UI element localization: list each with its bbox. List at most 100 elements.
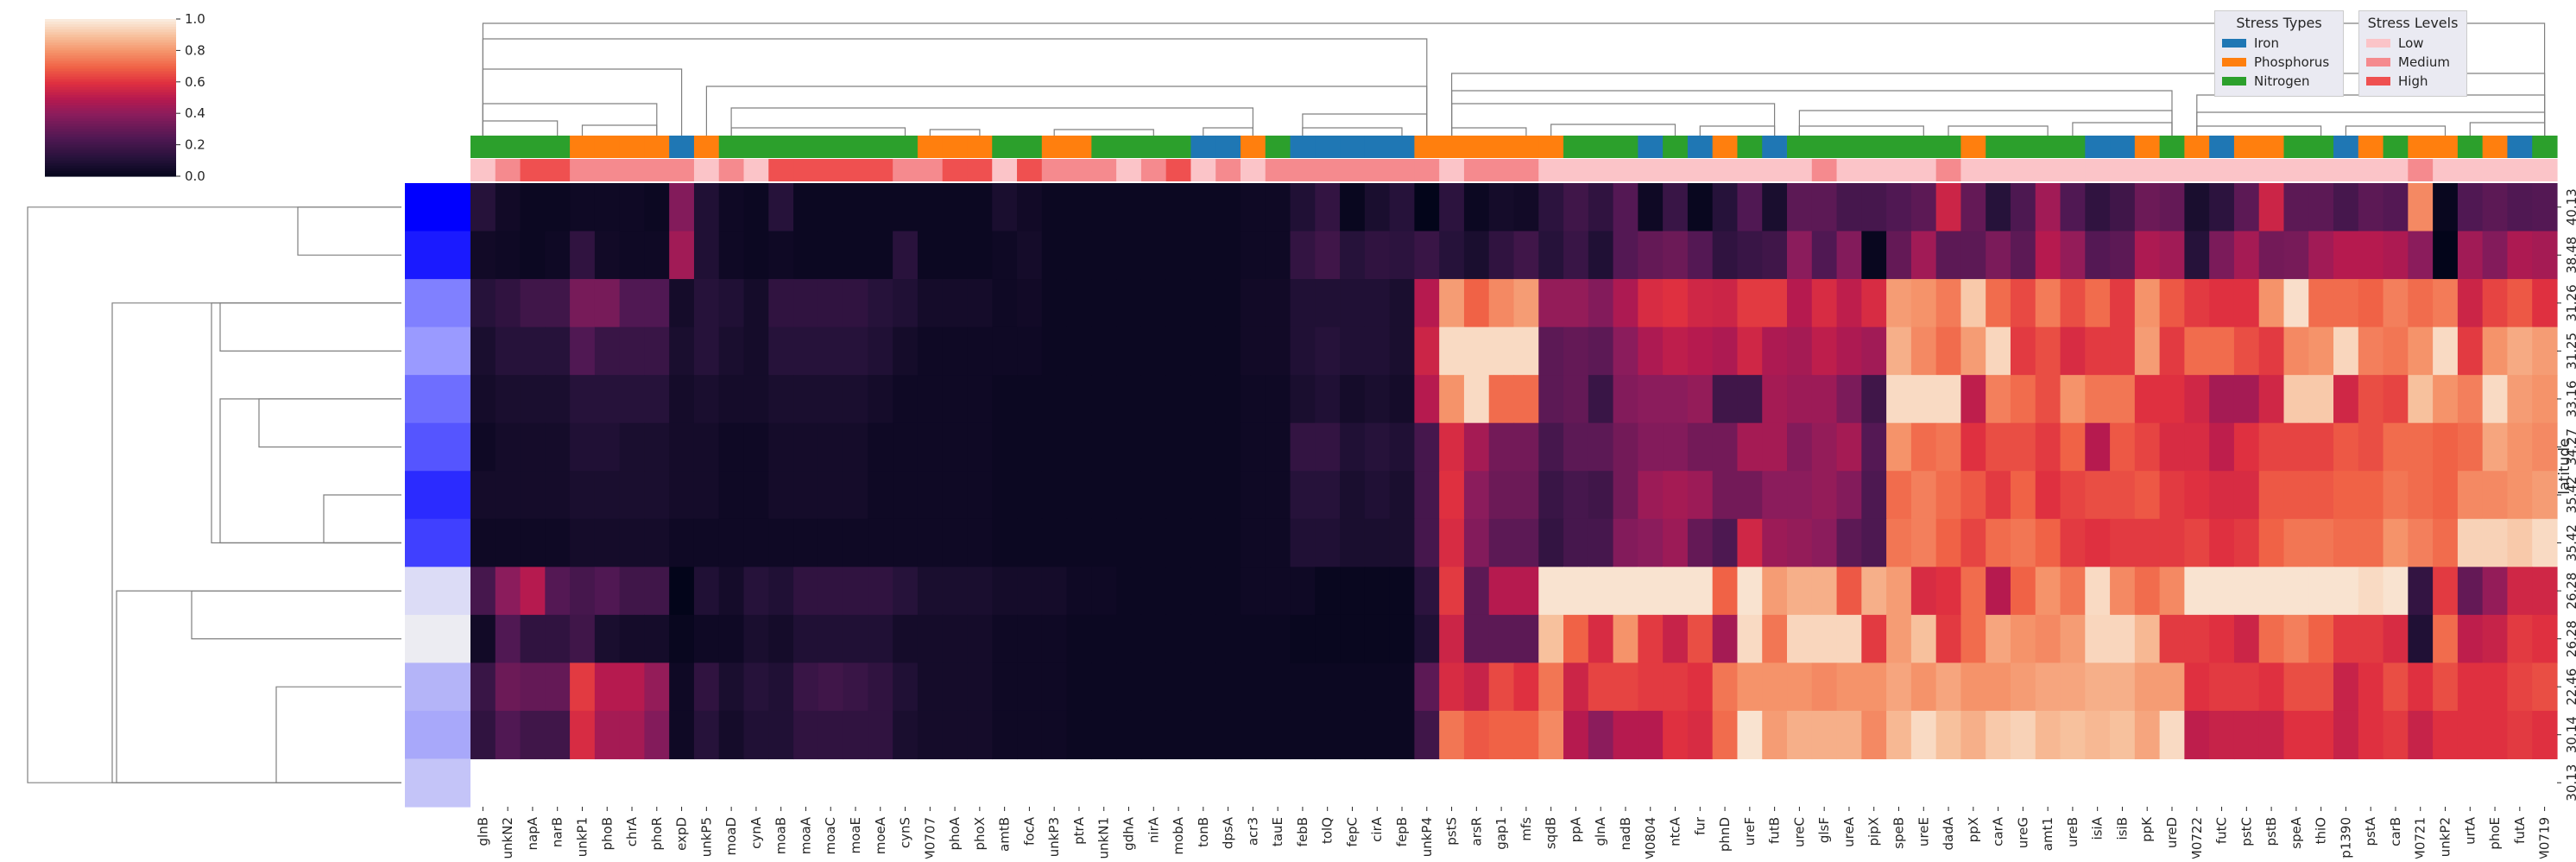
heatmap-cell <box>793 326 819 376</box>
colorbar-segment <box>45 68 176 73</box>
heatmap-cell <box>2358 183 2384 232</box>
heatmap-cell <box>1463 471 1490 520</box>
heatmap-cell <box>1140 183 1167 232</box>
heatmap-cell <box>1712 662 1739 712</box>
heatmap-cell <box>2085 326 2111 376</box>
heatmap-cell <box>619 567 646 616</box>
heatmap-cell <box>1091 518 1117 567</box>
heatmap-cell <box>967 614 993 663</box>
type-strip-cell <box>917 136 944 158</box>
colorbar-segment <box>45 79 176 83</box>
heatmap-cell <box>2408 183 2434 232</box>
heatmap-cell <box>1066 662 1092 712</box>
heatmap-cell <box>1935 375 1962 424</box>
heatmap-cell <box>2532 422 2558 472</box>
heatmap-cells <box>470 183 2558 760</box>
level-strip-cell <box>1588 159 1614 181</box>
heatmap-cell <box>619 375 646 424</box>
row-color-cell <box>405 422 470 472</box>
type-strip-cell <box>1091 136 1117 158</box>
heatmap-cell <box>1017 567 1043 616</box>
heatmap-cell <box>917 375 944 424</box>
heatmap-cell <box>2134 422 2161 472</box>
heatmap-cell <box>1340 183 1366 232</box>
heatmap-cell <box>843 231 868 280</box>
heatmap-cell <box>545 662 571 712</box>
heatmap-cell <box>693 471 720 520</box>
colorbar-segment <box>45 58 176 62</box>
level-strip-cell <box>2507 159 2533 181</box>
heatmap-cell <box>520 471 546 520</box>
heatmap-cell <box>793 710 819 760</box>
heatmap-cell <box>868 614 893 663</box>
heatmap-cell <box>2060 326 2086 376</box>
colorbar-segment <box>45 19 176 22</box>
column-label: acr3 <box>1245 817 1260 846</box>
heatmap-cell <box>2085 183 2111 232</box>
heatmap-cell <box>2507 614 2533 663</box>
heatmap-cell <box>2035 614 2061 663</box>
heatmap-cell <box>1762 375 1788 424</box>
colorbar-segment <box>45 149 176 154</box>
heatmap-cell <box>1811 710 1838 760</box>
level-strip-cell <box>1017 159 1043 181</box>
heatmap-cell <box>2333 422 2359 472</box>
type-strip-cell <box>2358 136 2384 158</box>
colorbar-segment <box>45 100 176 104</box>
heatmap-cell <box>2358 375 2384 424</box>
heatmap-cell <box>644 375 670 424</box>
level-strip-cell <box>1712 159 1739 181</box>
heatmap-cell <box>967 279 993 328</box>
column-label: gap1 <box>1493 817 1509 850</box>
heatmap-cell <box>1986 662 2011 712</box>
level-strip-cell <box>2110 159 2136 181</box>
heatmap-cell <box>1265 567 1291 616</box>
heatmap-cell <box>1538 183 1564 232</box>
heatmap-cell <box>1439 710 1465 760</box>
row-label: 38.48 <box>2564 237 2576 274</box>
heatmap-cell <box>2134 279 2161 328</box>
heatmap-cell <box>470 183 496 232</box>
heatmap-cell <box>1712 471 1739 520</box>
heatmap-cell <box>1737 183 1763 232</box>
heatmap-cell <box>1588 326 1614 376</box>
heatmap-cell <box>1513 662 1539 712</box>
heatmap-cell <box>768 567 794 616</box>
type-strip-cell <box>2333 136 2359 158</box>
heatmap-cell <box>1836 422 1862 472</box>
heatmap-cell <box>992 375 1018 424</box>
heatmap-cell <box>1762 279 1788 328</box>
column-label: fur <box>1692 816 1708 835</box>
heatmap-cell <box>1935 422 1962 472</box>
heatmap-cell <box>570 422 596 472</box>
heatmap-cell <box>2258 183 2285 232</box>
heatmap-cell <box>1787 183 1813 232</box>
heatmap-cell <box>1364 183 1391 232</box>
heatmap-cell <box>1960 567 1986 616</box>
heatmap-cell <box>1613 183 1638 232</box>
heatmap-cell <box>1041 662 1068 712</box>
colorbar-segment <box>45 103 176 106</box>
heatmap-cell <box>1066 614 1092 663</box>
heatmap-cell <box>520 422 546 472</box>
heatmap-cell <box>2110 422 2136 472</box>
heatmap-cell <box>992 422 1018 472</box>
heatmap-cell <box>1513 614 1539 663</box>
heatmap-cell <box>843 471 868 520</box>
level-strip-cell <box>1687 159 1714 181</box>
heatmap-cell <box>2110 567 2136 616</box>
heatmap-cell <box>2383 518 2409 567</box>
heatmap-cell <box>2258 710 2285 760</box>
colorbar-segment <box>45 45 176 48</box>
heatmap-cell <box>1935 279 1962 328</box>
type-strip-cell <box>992 136 1018 158</box>
heatmap-cell <box>2433 614 2459 663</box>
heatmap-cell <box>1787 471 1813 520</box>
level-strip-cell <box>2209 159 2235 181</box>
heatmap-cell <box>1910 231 1937 280</box>
column-label: nadB <box>1618 817 1633 851</box>
heatmap-cell <box>2010 567 2036 616</box>
heatmap-cell <box>917 710 944 760</box>
heatmap-cell <box>1712 422 1739 472</box>
heatmap-cell <box>1066 375 1092 424</box>
